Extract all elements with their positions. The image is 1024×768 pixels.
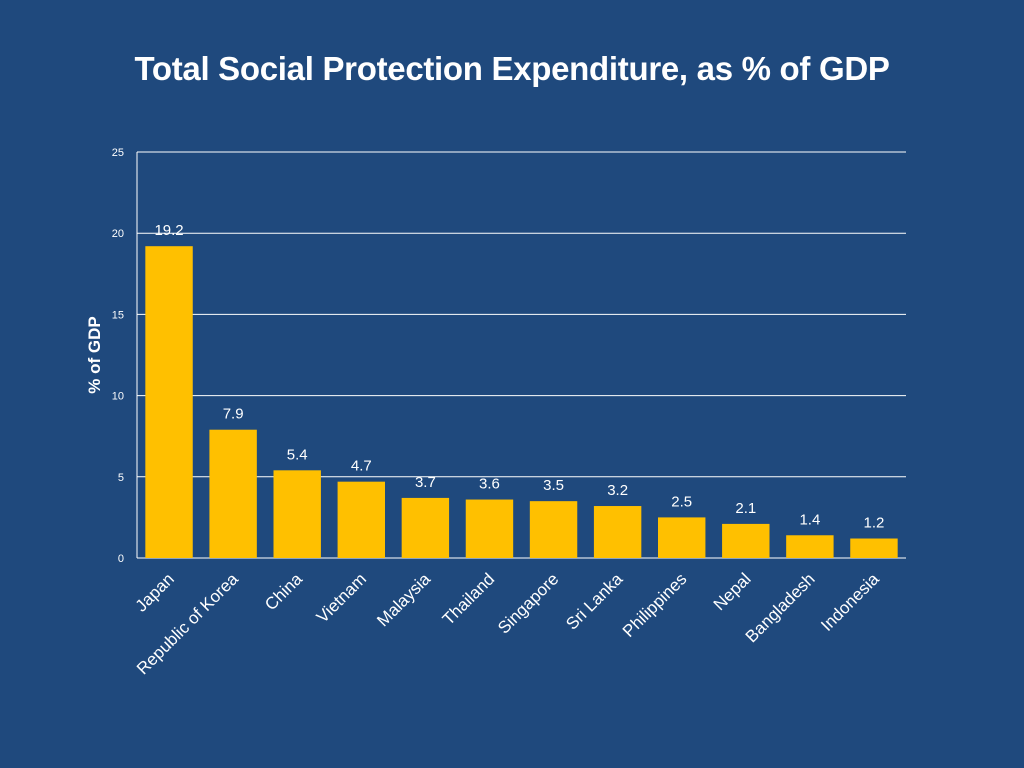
x-tick-label: Indonesia	[817, 569, 883, 635]
bar-malaysia	[401, 497, 450, 558]
chart-title: Total Social Protection Expenditure, as …	[134, 50, 890, 87]
data-label: 5.4	[287, 446, 308, 463]
data-label: 3.2	[607, 482, 628, 499]
data-label: 3.7	[415, 474, 436, 491]
data-label: 3.6	[479, 476, 500, 493]
y-axis: 0 5 10 15 20 25	[112, 147, 138, 565]
y-tick-label: 10	[112, 391, 124, 403]
x-tick-label: Thailand	[439, 569, 499, 629]
x-tick-label: Philippines	[619, 569, 691, 641]
data-label: 2.1	[735, 500, 756, 517]
bar-indonesia	[850, 538, 898, 558]
y-axis-label: % of GDP	[85, 316, 104, 393]
bar-japan	[145, 246, 193, 558]
data-label: 7.9	[223, 406, 244, 423]
x-tick-label: Sri Lanka	[562, 569, 627, 634]
y-tick-label: 20	[112, 228, 124, 240]
bar-nepal	[722, 523, 770, 558]
x-tick-label: China	[261, 569, 306, 614]
bars	[145, 246, 898, 558]
x-tick-label: Singapore	[494, 569, 562, 637]
y-tick-label: 0	[118, 553, 124, 565]
x-tick-label: Japan	[132, 569, 178, 615]
bar-vietnam	[337, 481, 386, 558]
bar-philippines	[657, 517, 706, 558]
bar-thailand	[465, 499, 514, 558]
bar-china	[273, 470, 321, 558]
data-labels: 19.2 7.9 5.4 4.7 3.7 3.6 3.5 3.2 2.5 2.1 1.4 1.2	[154, 222, 884, 531]
data-label: 1.4	[799, 511, 820, 528]
bar-republic-of-korea	[209, 429, 257, 558]
x-tick-label: Malaysia	[373, 569, 434, 630]
data-label: 19.2	[154, 222, 183, 239]
y-tick-label: 25	[112, 147, 124, 159]
x-tick-label: Bangladesh	[742, 569, 819, 646]
bar-singapore	[529, 501, 578, 558]
data-label: 3.5	[543, 477, 564, 494]
data-label: 1.2	[864, 515, 885, 532]
data-label: 4.7	[351, 458, 372, 475]
y-tick-label: 5	[118, 472, 124, 484]
y-tick-label: 15	[112, 309, 124, 321]
bar-sri-lanka	[593, 506, 642, 558]
data-label: 2.5	[671, 493, 692, 510]
x-tick-label: Vietnam	[313, 569, 370, 626]
gridlines	[137, 151, 906, 559]
bar-bangladesh	[786, 535, 834, 558]
x-tick-label: Nepal	[710, 569, 755, 614]
